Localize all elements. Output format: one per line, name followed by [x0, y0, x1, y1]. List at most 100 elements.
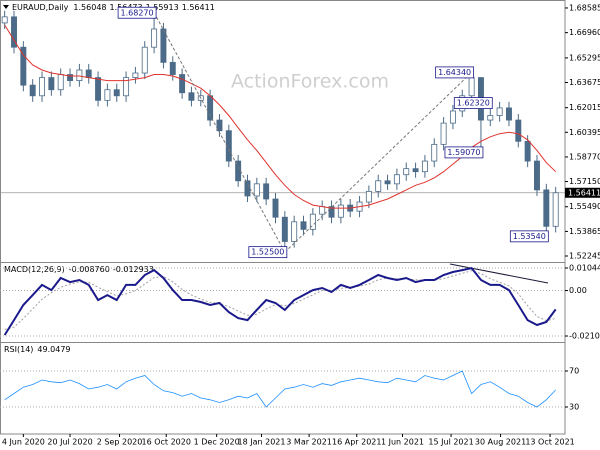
ohlc-value: 1.55913: [146, 3, 179, 12]
candle-body: [403, 168, 410, 176]
candle-body: [487, 115, 494, 121]
price-annotation: 1.53540: [513, 232, 546, 241]
candle-body: [281, 216, 288, 242]
candle-body: [11, 16, 17, 48]
price-annotation: 1.52500: [251, 248, 284, 257]
price-annotation-box: [444, 146, 484, 159]
moving-average: [4, 24, 557, 209]
indicator-value: 49.0479: [37, 345, 70, 354]
candle-body: [552, 192, 559, 227]
candle-body: [300, 221, 307, 230]
watermark: ActionForex.com: [231, 71, 389, 93]
y-tick-label: 0.00: [569, 286, 587, 295]
signal-line: [4, 270, 556, 330]
price-annotation: 1.64340: [438, 68, 471, 77]
y-tick-label: 1.60395: [569, 128, 600, 137]
candle-body: [151, 28, 158, 48]
candle-body: [48, 77, 55, 91]
price-annotation: 1.68270: [121, 8, 154, 17]
candle-body: [524, 140, 531, 162]
candle-body: [393, 174, 400, 185]
candle-body: [319, 206, 326, 215]
x-tick-label: 30 Aug 2021: [475, 438, 526, 447]
x-tick-label: 13 Oct 2021: [525, 438, 574, 447]
y-tick-label: 70: [569, 367, 579, 376]
current-price-box: [565, 187, 600, 198]
candle-body: [543, 189, 550, 227]
candle-body: [141, 46, 148, 74]
trend-line: [284, 72, 472, 253]
candle-body: [29, 84, 36, 97]
candle-body: [85, 69, 92, 78]
rsi-header: RSI(14) 49.0479: [4, 345, 71, 354]
ohlc-value: 1.56048: [73, 3, 106, 12]
ohlc-value: 1.56411: [182, 3, 215, 12]
candle-body: [365, 191, 372, 203]
y-tick-label: 1.68585: [569, 3, 600, 12]
x-tick-label: 3 Mar 2021: [286, 438, 332, 447]
y-tick-label: 30: [569, 403, 579, 412]
x-tick-label: 16 Apr 2021: [332, 438, 381, 447]
candle-body: [216, 119, 223, 132]
indicator-name: RSI(14): [4, 345, 33, 354]
candle-body: [207, 95, 214, 121]
macd-header: MACD(12,26,9) -0.008760 -0.012933: [4, 265, 154, 274]
candle-body: [169, 61, 176, 75]
candle-body: [337, 204, 344, 218]
candle-body: [67, 74, 74, 82]
price-annotation: 1.62320: [457, 99, 490, 108]
candle-body: [375, 180, 382, 192]
x-tick-label: 2 Sep 2020: [97, 438, 143, 447]
candle-body: [113, 89, 120, 97]
divergence-line: [449, 263, 549, 284]
candle-body: [384, 180, 391, 185]
candle-body: [76, 69, 83, 82]
candle-body: [309, 213, 316, 230]
y-tick-label: 1.55490: [569, 202, 600, 211]
y-tick-label: 0.010449: [569, 264, 600, 273]
candle-body: [1, 16, 8, 24]
candle-body: [412, 168, 419, 173]
price-annotation-box: [435, 66, 475, 79]
y-tick-label: 1.52245: [569, 252, 600, 261]
candle-body: [253, 183, 260, 197]
x-tick-label: 20 Jul 2020: [47, 438, 92, 447]
candle-body: [57, 74, 64, 91]
candle-body: [496, 107, 503, 116]
x-tick-label: 16 Oct 2020: [141, 438, 190, 447]
candle-body: [421, 160, 428, 173]
y-tick-label: 1.65295: [569, 53, 600, 62]
candle-body: [95, 77, 102, 101]
symbol: EURAUD,Daily: [12, 3, 69, 12]
candle-body: [272, 198, 279, 218]
y-tick-label: 1.57150: [569, 177, 600, 186]
candle-body: [104, 89, 111, 101]
candle-body: [431, 143, 438, 162]
y-tick-label: 1.63675: [569, 78, 600, 87]
menu-triangle: [3, 5, 9, 9]
y-tick-label: 1.53865: [569, 227, 600, 236]
price-annotation-box: [117, 6, 157, 19]
y-tick-label: 1.62015: [569, 103, 600, 112]
candle-body: [39, 77, 45, 97]
y-tick-label: 1.66960: [569, 28, 600, 37]
candle-body: [440, 122, 447, 145]
candle-body: [505, 107, 512, 121]
candle-body: [449, 110, 456, 124]
rsi-line: [4, 370, 556, 408]
candle-body: [132, 72, 139, 78]
price-annotation-box: [453, 97, 493, 109]
y-tick-label: -0.021083: [569, 332, 600, 341]
candle-body: [534, 160, 540, 191]
indicator-name: MACD(12,26,9): [4, 265, 65, 274]
price-annotation: 1.59070: [447, 148, 480, 157]
macd-line: [3, 266, 557, 336]
candle-body: [263, 183, 270, 200]
x-tick-label: 1 Jun 2021: [381, 438, 424, 447]
price-annotation-box: [509, 230, 549, 243]
price-annotation-box: [248, 246, 288, 259]
x-tick-label: 18 Jan 2021: [238, 438, 286, 447]
